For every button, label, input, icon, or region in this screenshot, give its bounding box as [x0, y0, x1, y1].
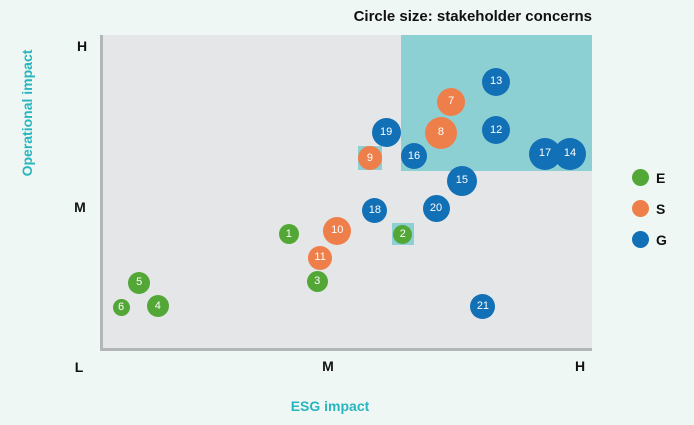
bubble-15: 15 [446, 165, 477, 196]
legend-item-G: G [632, 231, 667, 248]
y-tick-high: H [76, 38, 88, 54]
legend-dot-icon [632, 231, 649, 248]
bubble-1: 1 [278, 224, 299, 245]
y-axis-line [100, 35, 103, 351]
bubble-16: 16 [401, 143, 427, 170]
x-axis-line [100, 348, 592, 351]
bubble-4: 4 [146, 295, 169, 318]
bubble-19: 19 [371, 117, 401, 147]
x-axis-label: ESG impact [290, 398, 370, 414]
bubble-2: 2 [393, 224, 413, 244]
bubble-10: 10 [323, 216, 352, 245]
plot-area: 1 2 3 4 5 6 7 8 9 10 11 12 13 14 15 16 17 18 19 20 21 [103, 35, 592, 348]
legend-label: G [656, 231, 667, 248]
bubble-5: 5 [128, 271, 151, 294]
origin-tick: L [74, 359, 84, 375]
x-tick-high: H [574, 358, 586, 374]
bubble-21: 21 [470, 294, 496, 320]
y-axis-label: Operational impact [19, 49, 35, 177]
bubble-7: 7 [437, 87, 466, 116]
bubble-6: 6 [112, 299, 130, 317]
legend-item-S: S [632, 200, 667, 217]
legend-dot-icon [632, 200, 649, 217]
bubble-20: 20 [422, 194, 450, 222]
bubble-3: 3 [306, 271, 328, 293]
legend-dot-icon [632, 169, 649, 186]
y-tick-mid: M [74, 199, 86, 215]
bubble-8: 8 [424, 116, 457, 149]
bubble-13: 13 [482, 67, 511, 96]
legend-label: E [656, 169, 666, 186]
legend-label: S [656, 200, 666, 217]
bubble-11: 11 [308, 245, 333, 270]
bubble-9: 9 [357, 146, 382, 170]
chart-title: Circle size: stakeholder concerns [353, 8, 592, 25]
bubble-12: 12 [482, 116, 511, 145]
bubble-18: 18 [362, 198, 388, 224]
bubble-14: 14 [553, 137, 586, 170]
legend-item-E: E [632, 169, 667, 186]
x-tick-mid: M [322, 358, 334, 374]
